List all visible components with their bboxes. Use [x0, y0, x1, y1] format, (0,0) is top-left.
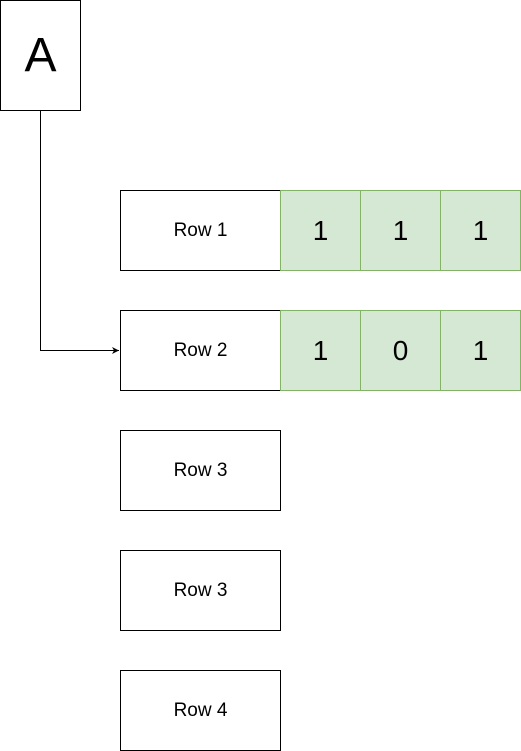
- arrow-line: [40, 111, 119, 354]
- row-1-cell-3: 1: [440, 190, 521, 271]
- row-3b-label: Row 3: [173, 579, 228, 601]
- row-3-box: Row 3: [120, 430, 281, 511]
- row-2-cell-2: 0: [360, 310, 441, 391]
- row-3b-box: Row 3: [120, 550, 281, 631]
- row-2-box: Row 2: [120, 310, 281, 391]
- row-1-label: Row 1: [173, 219, 228, 241]
- row-2-cells: 1 0 1: [280, 310, 521, 391]
- row-1-cell-2: 1: [360, 190, 441, 271]
- row-3-label: Row 3: [173, 459, 228, 481]
- row-4-label: Row 4: [173, 699, 228, 721]
- node-a: A: [0, 0, 81, 111]
- row-2-cell-1: 1: [280, 310, 361, 391]
- row-1-box: Row 1: [120, 190, 281, 271]
- row-1-cells: 1 1 1: [280, 190, 521, 271]
- row-1-cell-1: 1: [280, 190, 361, 271]
- row-4-box: Row 4: [120, 670, 281, 751]
- node-a-label: A: [24, 29, 57, 82]
- row-2-label: Row 2: [173, 339, 228, 361]
- row-2-cell-3: 1: [440, 310, 521, 391]
